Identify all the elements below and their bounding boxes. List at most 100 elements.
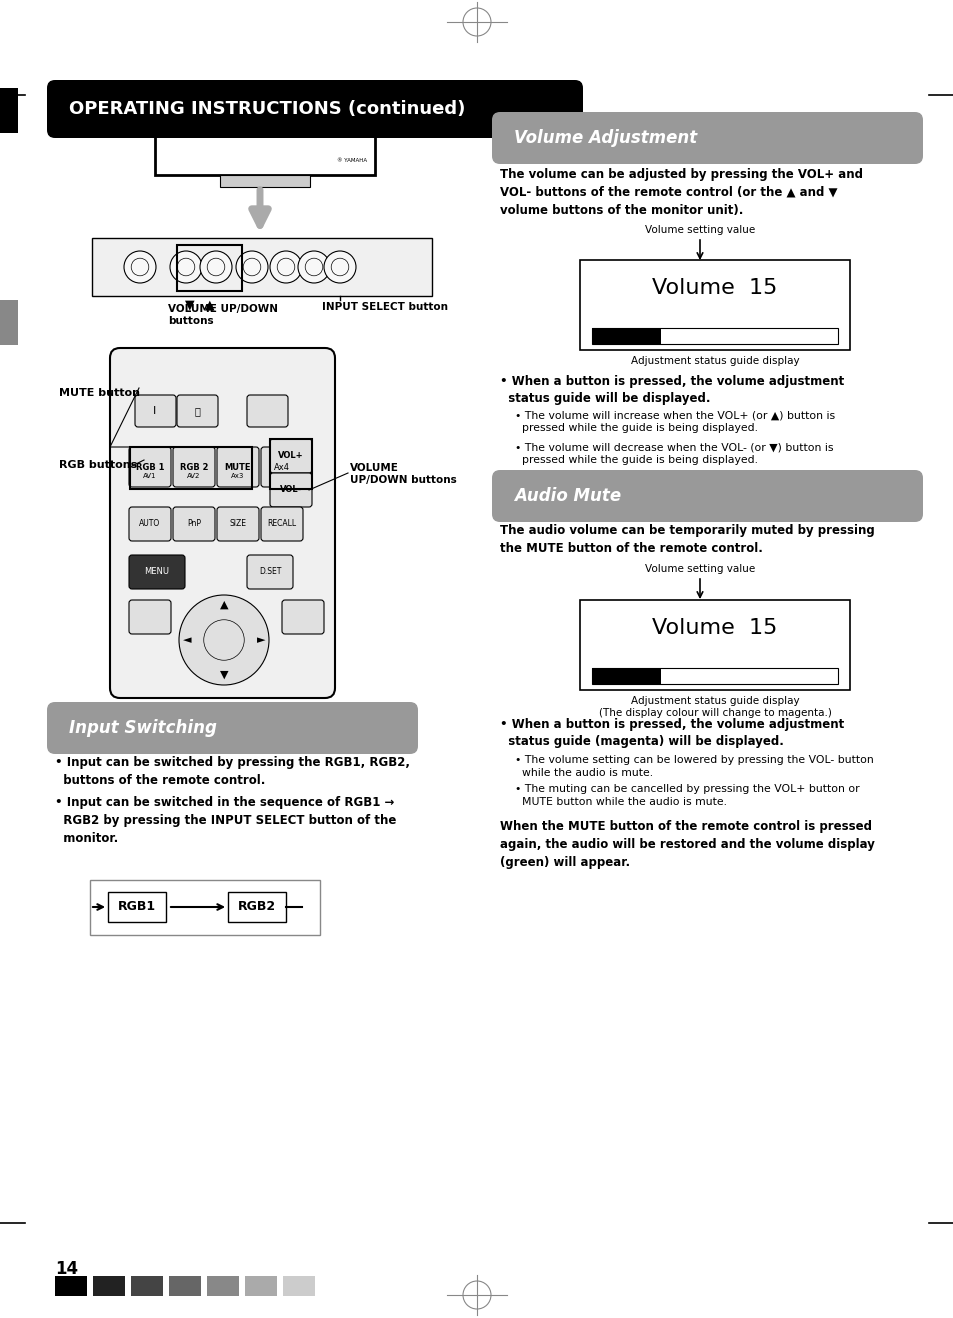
Bar — [90, 880, 319, 934]
Text: ⏻: ⏻ — [193, 406, 200, 416]
Text: 14: 14 — [55, 1260, 78, 1278]
Text: Ax3: Ax3 — [231, 473, 244, 478]
FancyBboxPatch shape — [492, 471, 923, 522]
Circle shape — [331, 258, 349, 275]
FancyBboxPatch shape — [129, 600, 171, 634]
FancyBboxPatch shape — [247, 395, 288, 427]
Text: Volume  15: Volume 15 — [652, 618, 777, 638]
Bar — [592, 668, 837, 684]
Text: AUTO: AUTO — [139, 519, 160, 529]
Text: ◄: ◄ — [183, 635, 191, 645]
Text: SIZE: SIZE — [230, 519, 246, 529]
Text: ▼: ▼ — [219, 670, 228, 680]
FancyBboxPatch shape — [47, 702, 417, 754]
Text: Ax4: Ax4 — [274, 463, 290, 472]
Text: MUTE button: MUTE button — [59, 387, 140, 398]
Text: RGB 2: RGB 2 — [179, 463, 208, 472]
Bar — [592, 328, 660, 344]
FancyBboxPatch shape — [216, 507, 258, 540]
Circle shape — [297, 250, 330, 283]
Text: Input Switching: Input Switching — [69, 720, 216, 737]
Text: RECALL: RECALL — [267, 519, 296, 529]
Text: When the MUTE button of the remote control is pressed
again, the audio will be r: When the MUTE button of the remote contr… — [499, 820, 874, 869]
Text: RGB1: RGB1 — [118, 900, 156, 913]
Circle shape — [124, 250, 156, 283]
Text: Audio Mute: Audio Mute — [514, 486, 620, 505]
Text: • The volume will increase when the VOL+ (or ▲) button is
  pressed while the gu: • The volume will increase when the VOL+… — [515, 410, 834, 434]
Bar — [154, 120, 375, 130]
Circle shape — [179, 594, 269, 685]
Text: MUTE: MUTE — [225, 463, 251, 472]
Circle shape — [235, 250, 268, 283]
Bar — [245, 1276, 276, 1296]
Text: • The volume setting can be lowered by pressing the VOL- button
  while the audi: • The volume setting can be lowered by p… — [515, 755, 873, 778]
Bar — [0, 301, 18, 345]
FancyBboxPatch shape — [129, 555, 185, 589]
Circle shape — [177, 258, 194, 275]
Bar — [130, 447, 252, 489]
Text: Adjustment status guide display
(The display colour will change to magenta.): Adjustment status guide display (The dis… — [598, 696, 831, 718]
Bar — [228, 892, 286, 923]
FancyBboxPatch shape — [177, 395, 218, 427]
Text: Volume  15: Volume 15 — [652, 278, 777, 298]
Text: ▼: ▼ — [185, 298, 194, 311]
Bar — [177, 245, 242, 291]
FancyBboxPatch shape — [172, 507, 214, 540]
Bar — [270, 439, 312, 489]
Text: The volume can be adjusted by pressing the VOL+ and
VOL- buttons of the remote c: The volume can be adjusted by pressing t… — [499, 167, 862, 217]
Bar — [207, 1276, 239, 1296]
FancyBboxPatch shape — [129, 507, 171, 540]
Bar — [579, 600, 849, 691]
Text: VOLUME
UP/DOWN buttons: VOLUME UP/DOWN buttons — [350, 463, 456, 485]
Text: RGB buttons: RGB buttons — [59, 460, 137, 471]
Text: • Input can be switched in the sequence of RGB1 →
  RGB2 by pressing the INPUT S: • Input can be switched in the sequence … — [55, 796, 395, 845]
Circle shape — [243, 258, 260, 275]
Text: VOL+: VOL+ — [278, 452, 303, 460]
Text: The audio volume can be temporarily muted by pressing
the MUTE button of the rem: The audio volume can be temporarily mute… — [499, 525, 874, 555]
Bar — [592, 328, 837, 344]
Text: ® YAMAHA: ® YAMAHA — [336, 158, 367, 163]
Bar — [108, 892, 166, 923]
Circle shape — [204, 619, 244, 660]
Text: • When a button is pressed, the volume adjustment
  status guide (magenta) will : • When a button is pressed, the volume a… — [499, 718, 843, 749]
Text: VOLUME UP/DOWN
buttons: VOLUME UP/DOWN buttons — [168, 304, 277, 327]
Bar — [55, 1276, 87, 1296]
Circle shape — [270, 250, 302, 283]
FancyBboxPatch shape — [261, 507, 303, 540]
Text: PnP: PnP — [187, 519, 201, 529]
Bar — [0, 88, 18, 133]
Circle shape — [200, 250, 232, 283]
FancyBboxPatch shape — [47, 80, 582, 138]
Text: • When a button is pressed, the volume adjustment
  status guide will be display: • When a button is pressed, the volume a… — [499, 376, 843, 405]
FancyBboxPatch shape — [110, 348, 335, 699]
Text: Volume Adjustment: Volume Adjustment — [514, 129, 697, 148]
Text: D.SET: D.SET — [258, 568, 281, 576]
Bar — [220, 175, 310, 187]
Bar — [92, 1276, 125, 1296]
Bar — [91, 239, 432, 297]
Text: ►: ► — [256, 635, 265, 645]
FancyBboxPatch shape — [492, 112, 923, 163]
Text: AV1: AV1 — [143, 473, 156, 478]
Bar — [283, 1276, 314, 1296]
Text: I: I — [153, 406, 156, 416]
FancyBboxPatch shape — [282, 600, 324, 634]
Circle shape — [170, 250, 202, 283]
Text: OPERATING INSTRUCTIONS (continued): OPERATING INSTRUCTIONS (continued) — [69, 100, 465, 119]
Circle shape — [277, 258, 294, 275]
Circle shape — [132, 258, 149, 275]
FancyBboxPatch shape — [270, 439, 312, 473]
FancyBboxPatch shape — [247, 555, 293, 589]
Text: Adjustment status guide display: Adjustment status guide display — [630, 356, 799, 366]
FancyBboxPatch shape — [261, 447, 303, 486]
Bar — [154, 120, 375, 175]
FancyBboxPatch shape — [172, 447, 214, 486]
Bar — [169, 1276, 201, 1296]
Bar — [131, 1276, 163, 1296]
Text: • Input can be switched by pressing the RGB1, RGB2,
  buttons of the remote cont: • Input can be switched by pressing the … — [55, 757, 410, 787]
FancyBboxPatch shape — [135, 395, 175, 427]
Text: ▲: ▲ — [219, 600, 228, 610]
Text: RGB2: RGB2 — [237, 900, 275, 913]
FancyBboxPatch shape — [216, 447, 258, 486]
Text: • The muting can be cancelled by pressing the VOL+ button or
  MUTE button while: • The muting can be cancelled by pressin… — [515, 784, 859, 807]
